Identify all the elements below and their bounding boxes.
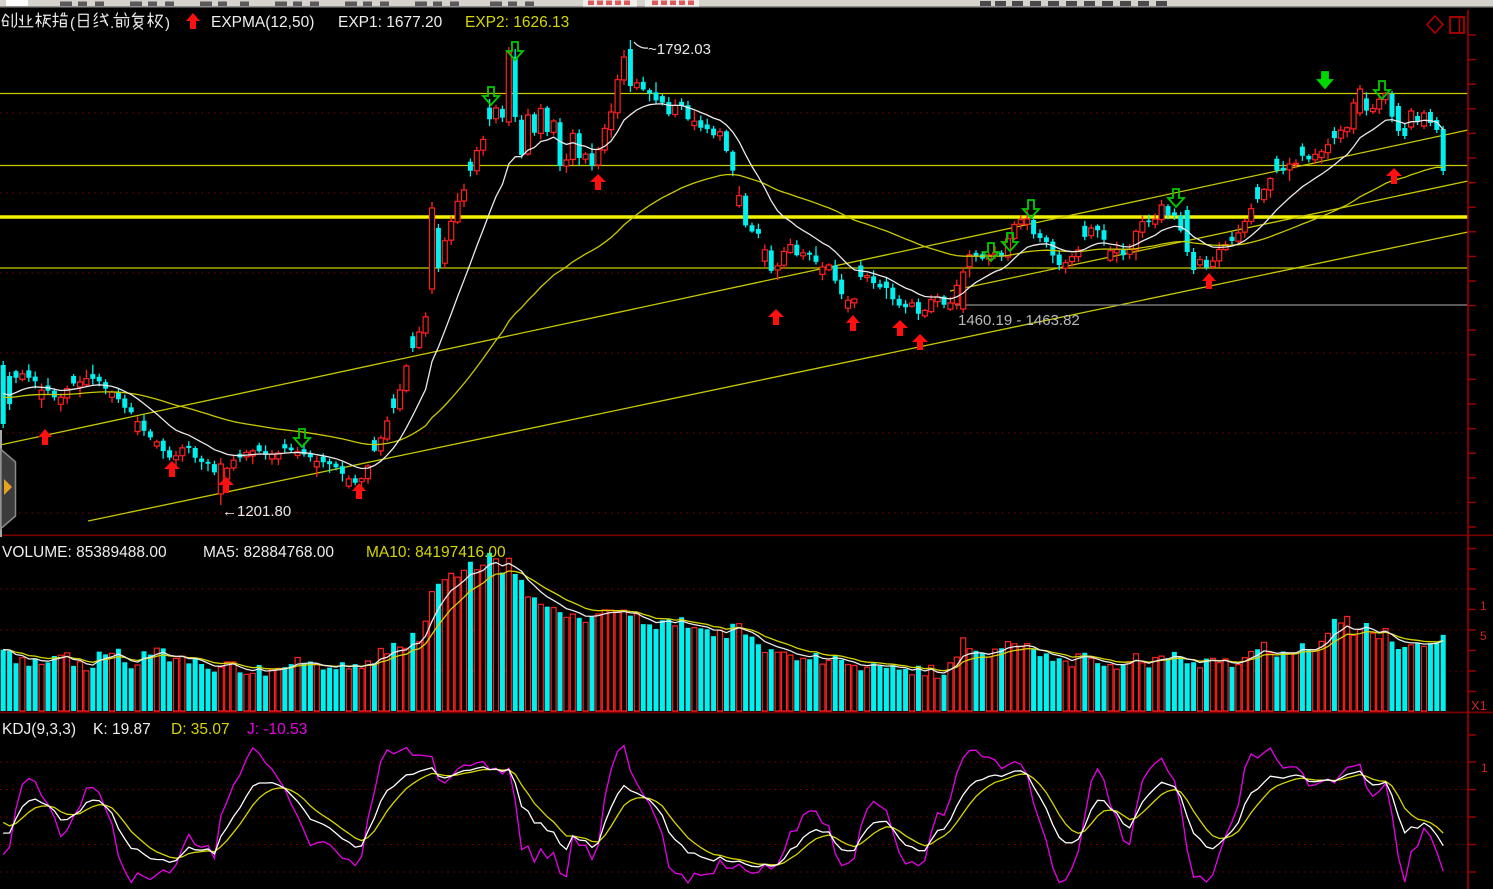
svg-text:EXPMA(12,50): EXPMA(12,50) [211,14,314,31]
svg-text:MA5: 82884768.00: MA5: 82884768.00 [203,544,334,561]
svg-text:←1201.80: ←1201.80 [222,503,291,520]
svg-text:5: 5 [1480,629,1487,643]
svg-text:EXP2: 1626.13: EXP2: 1626.13 [465,14,569,31]
svg-text:VOLUME: 85389488.00: VOLUME: 85389488.00 [2,544,167,561]
svg-text:1460.19 - 1463.82: 1460.19 - 1463.82 [958,312,1080,329]
svg-text:): ) [165,15,170,32]
svg-text:MA10: 84197416.00: MA10: 84197416.00 [366,544,506,561]
svg-text:EXP1: 1677.20: EXP1: 1677.20 [338,14,443,31]
svg-text:.: . [110,15,114,32]
svg-text:X1: X1 [1471,698,1487,713]
svg-text:~1792.03: ~1792.03 [648,41,711,58]
svg-text:KDJ(9,3,3): KDJ(9,3,3) [2,721,76,738]
svg-text:(: ( [70,15,75,32]
svg-text:1: 1 [1480,599,1487,613]
svg-text:D: 35.07: D: 35.07 [171,721,230,738]
svg-text:J: -10.53: J: -10.53 [247,721,307,738]
svg-text:K: 19.87: K: 19.87 [93,721,151,738]
svg-text:1: 1 [1481,761,1488,775]
